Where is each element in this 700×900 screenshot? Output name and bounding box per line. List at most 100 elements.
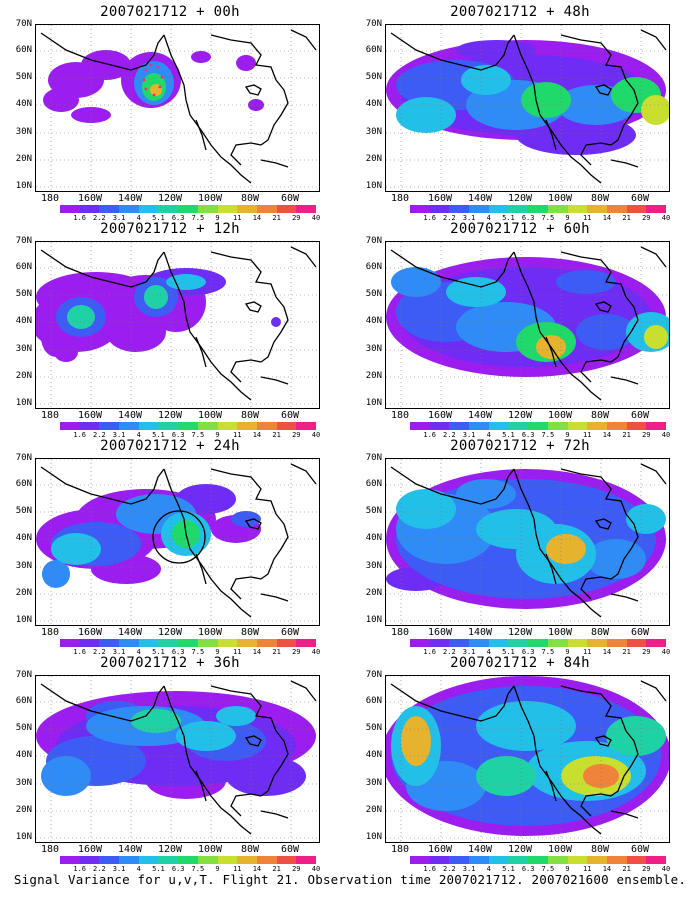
lon-tick-label: 140W	[467, 844, 493, 855]
colorbar-swatch	[178, 856, 198, 864]
observation-target-dot	[152, 93, 156, 97]
coastline	[594, 301, 612, 313]
panel-title: 2007021712 + 48h	[450, 4, 590, 20]
coastline	[210, 34, 277, 81]
map-panel-0h: 2007021712 + 00h 70N 60N 50N 40N 30N 20N 10N 180…	[0, 4, 340, 222]
map-plot-area	[385, 675, 670, 843]
colorbar-labels: 1.6 2.2 3.1 4 5.1 6.3 7.5 9 11 14 21 29 40	[410, 214, 670, 223]
colorbar-swatch	[646, 856, 666, 864]
colorbar-tick-label: 5.1	[152, 865, 165, 873]
colorbar-tick-label: 3.1	[462, 214, 476, 222]
lat-tick-label: 70N	[365, 236, 382, 246]
variance-contour-region	[226, 756, 306, 796]
observation-target-dot	[160, 75, 164, 79]
lon-tick-label: 120W	[157, 844, 183, 855]
lat-tick-label: 10N	[15, 181, 32, 191]
colorbar-tick-label: 6.3	[171, 648, 185, 656]
colorbar-swatch	[606, 856, 627, 864]
lon-tick-label: 180	[40, 410, 60, 421]
map-panel-24h: 2007021712 + 24h 70N 60N 50N 40N 30N 20N 10N 180…	[0, 438, 340, 656]
colorbar-swatch	[197, 422, 218, 430]
colorbar-swatch	[79, 639, 100, 647]
coastline	[163, 685, 252, 835]
colorbar-tick-label: 3.1	[112, 648, 126, 656]
colorbar-swatch	[99, 205, 120, 213]
colorbar-swatch	[158, 422, 179, 430]
coastline	[210, 468, 277, 515]
lat-tick-label: 30N	[365, 344, 382, 354]
coastline	[260, 513, 289, 580]
observation-target-dot	[144, 87, 148, 91]
lat-tick-label: 50N	[365, 723, 382, 733]
colorbar-tick-label: 14	[252, 648, 262, 656]
lat-tick-label: 60N	[15, 479, 32, 489]
variance-contour-region	[391, 267, 441, 297]
lon-tick-label: 180	[40, 627, 60, 638]
colorbar-swatch	[197, 856, 218, 864]
colorbar-swatch	[508, 205, 529, 213]
colorbar-swatch	[626, 639, 647, 647]
coastline	[594, 518, 612, 530]
colorbar-swatch	[119, 639, 139, 647]
colorbar-swatch	[469, 639, 489, 647]
colorbar-tick-label: 7.5	[191, 648, 205, 656]
lon-tick-label: 140W	[117, 844, 143, 855]
coastline	[195, 553, 207, 585]
coastline	[195, 119, 207, 151]
coastline	[560, 468, 627, 515]
lat-tick-label: 20N	[15, 154, 32, 164]
colorbar-tick-label: 4	[136, 431, 141, 439]
colorbar-tick-label: 2.2	[93, 214, 106, 222]
colorbar-swatch	[178, 205, 198, 213]
coastline	[610, 376, 639, 385]
colorbar-tick-label: 40	[661, 214, 671, 222]
colorbar-tick-label: 2.2	[443, 214, 456, 222]
lat-tick-label: 30N	[365, 127, 382, 137]
colorbar-swatch	[469, 205, 489, 213]
lon-tick-label: 100W	[197, 193, 223, 204]
lon-tick-label: 180	[390, 627, 410, 638]
colorbar-tick-label: 11	[583, 865, 592, 873]
colorbar-swatch	[488, 639, 509, 647]
colorbar-swatch	[276, 422, 297, 430]
lat-tick-label: 50N	[365, 72, 382, 82]
panel-title: 2007021712 + 60h	[450, 221, 590, 237]
panel-title: 2007021712 + 12h	[100, 221, 240, 237]
lat-tick-label: 20N	[15, 805, 32, 815]
colorbar-swatch	[567, 205, 588, 213]
coastline	[610, 513, 639, 580]
lon-tick-label: 80W	[240, 193, 260, 204]
colorbar-swatch	[296, 856, 316, 864]
lon-tick-label: 140W	[467, 193, 493, 204]
colorbar-swatch	[567, 422, 588, 430]
coastline	[545, 336, 557, 368]
lat-tick-label: 60N	[365, 479, 382, 489]
colorbar	[410, 205, 666, 213]
coastline	[390, 249, 515, 288]
lat-tick-label: 50N	[15, 289, 32, 299]
colorbar-swatch	[469, 422, 489, 430]
colorbar-labels: 1.6 2.2 3.1 4 5.1 6.3 7.5 9 11 14 21 29 40	[410, 865, 670, 874]
colorbar-tick-label: 29	[642, 648, 651, 656]
lon-tick-label: 160W	[427, 627, 453, 638]
lon-tick-label: 60W	[630, 844, 650, 855]
lat-tick-label: 50N	[15, 723, 32, 733]
colorbar-tick-label: 1.6	[73, 431, 87, 439]
lon-tick-label: 140W	[117, 410, 143, 421]
colorbar-tick-label: 11	[583, 431, 592, 439]
colorbar-swatch	[296, 422, 316, 430]
colorbar-tick-label: 3.1	[462, 648, 476, 656]
variance-contour-region	[401, 716, 431, 766]
variance-contour-region	[231, 511, 261, 527]
coastline	[195, 336, 207, 368]
colorbar-tick-label: 11	[233, 431, 242, 439]
observation-target-dot	[158, 85, 162, 89]
lat-tick-label: 40N	[365, 533, 382, 543]
coastline	[513, 685, 602, 835]
coastline	[390, 32, 515, 71]
colorbar-swatch	[567, 856, 588, 864]
colorbar-swatch	[276, 639, 297, 647]
colorbar-swatch	[410, 856, 430, 864]
coastline	[580, 576, 612, 600]
observation-target-dot	[142, 78, 146, 82]
